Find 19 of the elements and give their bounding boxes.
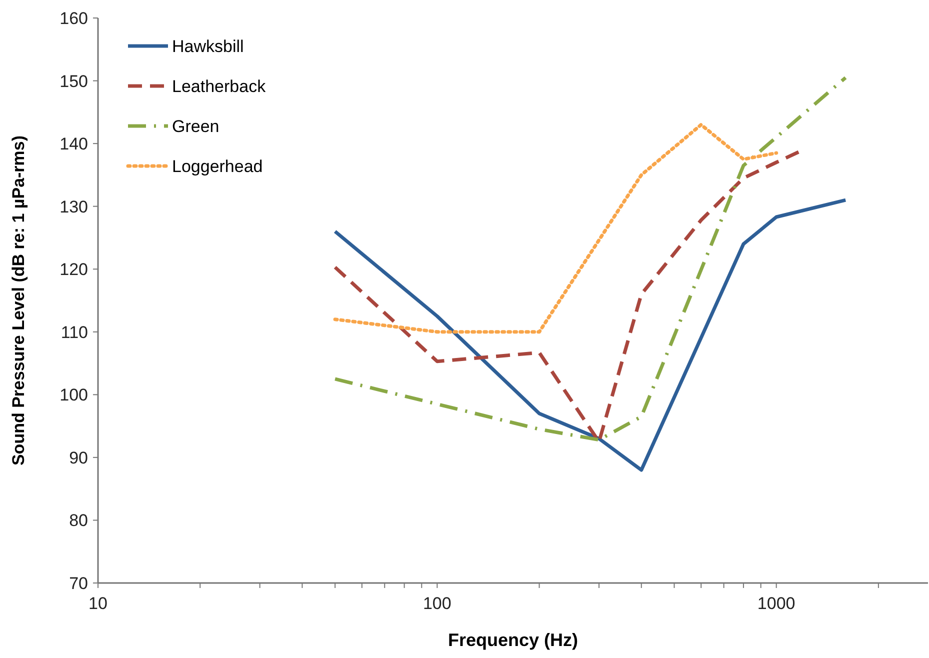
y-tick-label: 100 — [60, 386, 88, 405]
x-axis-title: Frequency (Hz) — [448, 630, 578, 650]
y-tick-label: 120 — [60, 260, 88, 280]
y-tick-label: 80 — [69, 511, 88, 530]
legend-label: Green — [172, 117, 220, 136]
x-tick-label: 10 — [88, 594, 108, 613]
y-tick-label: 70 — [69, 574, 88, 593]
y-tick-label: 90 — [69, 448, 88, 468]
y-tick-label: 160 — [60, 9, 88, 28]
x-tick-label: 1000 — [757, 594, 796, 613]
y-tick-label: 150 — [60, 72, 88, 91]
y-axis-title: Sound Pressure Level (dB re: 1 µPa-rms) — [9, 135, 28, 466]
y-tick-label: 110 — [60, 322, 88, 342]
y-tick-label: 130 — [60, 197, 88, 216]
x-tick-label: 100 — [422, 594, 452, 613]
y-tick-label: 140 — [60, 134, 88, 154]
legend-label: Hawksbill — [172, 37, 244, 56]
legend-label: Leatherback — [172, 77, 266, 96]
legend-label: Loggerhead — [172, 157, 263, 176]
